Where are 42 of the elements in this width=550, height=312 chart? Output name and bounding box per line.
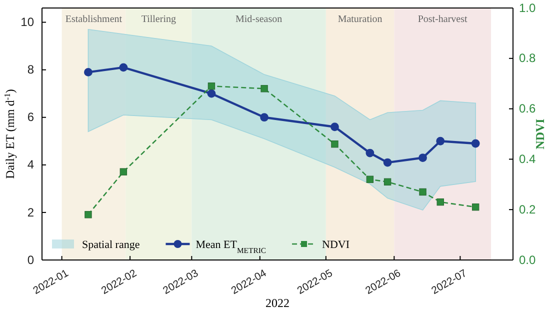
point (119, 63, 128, 72)
y-tick-label: 2 (27, 205, 34, 220)
y-tick-label: 6 (27, 110, 34, 124)
y-tick-label: 4 (27, 158, 34, 172)
point (436, 198, 444, 206)
y2-tick-label: 0.4 (519, 152, 536, 166)
annotation: Spatial range (82, 239, 140, 251)
band-label: Mid-season (235, 14, 282, 25)
y2-tick-label: 0.2 (519, 202, 536, 216)
point (418, 154, 427, 162)
point (471, 139, 480, 148)
point (436, 136, 445, 146)
point (84, 211, 92, 218)
point (419, 188, 426, 196)
point (208, 82, 216, 90)
y2-tick-label: 0.8 (519, 51, 536, 66)
point (383, 158, 392, 167)
point (472, 203, 480, 211)
y-tick-label: 10 (20, 15, 34, 30)
y2-tick-label: 1.0 (519, 0, 536, 15)
point (260, 85, 268, 92)
y-tick-label: 0 (27, 252, 34, 267)
point (366, 176, 374, 183)
point (366, 148, 374, 158)
band-label: Tillering (141, 14, 176, 25)
legend-label: Mean ET$_{METRIC}$ (196, 239, 266, 254)
band-label: Post-harvest (418, 14, 468, 25)
point (120, 168, 128, 176)
band-label: Maturation (338, 14, 382, 25)
y2-axis-title: NDVI (533, 118, 547, 150)
point (330, 122, 339, 132)
point (384, 178, 392, 186)
point (84, 68, 92, 76)
y-tick-label: 8 (27, 62, 34, 77)
y2-tick-label: 0.6 (519, 102, 536, 116)
band-label: Establishment (65, 14, 122, 25)
point (260, 113, 268, 122)
y2-tick-label: 0.0 (519, 252, 536, 267)
legend-label: NDVI (322, 239, 350, 251)
point (207, 89, 216, 98)
x-axis-title: 2022 (266, 296, 290, 310)
point (331, 140, 338, 148)
